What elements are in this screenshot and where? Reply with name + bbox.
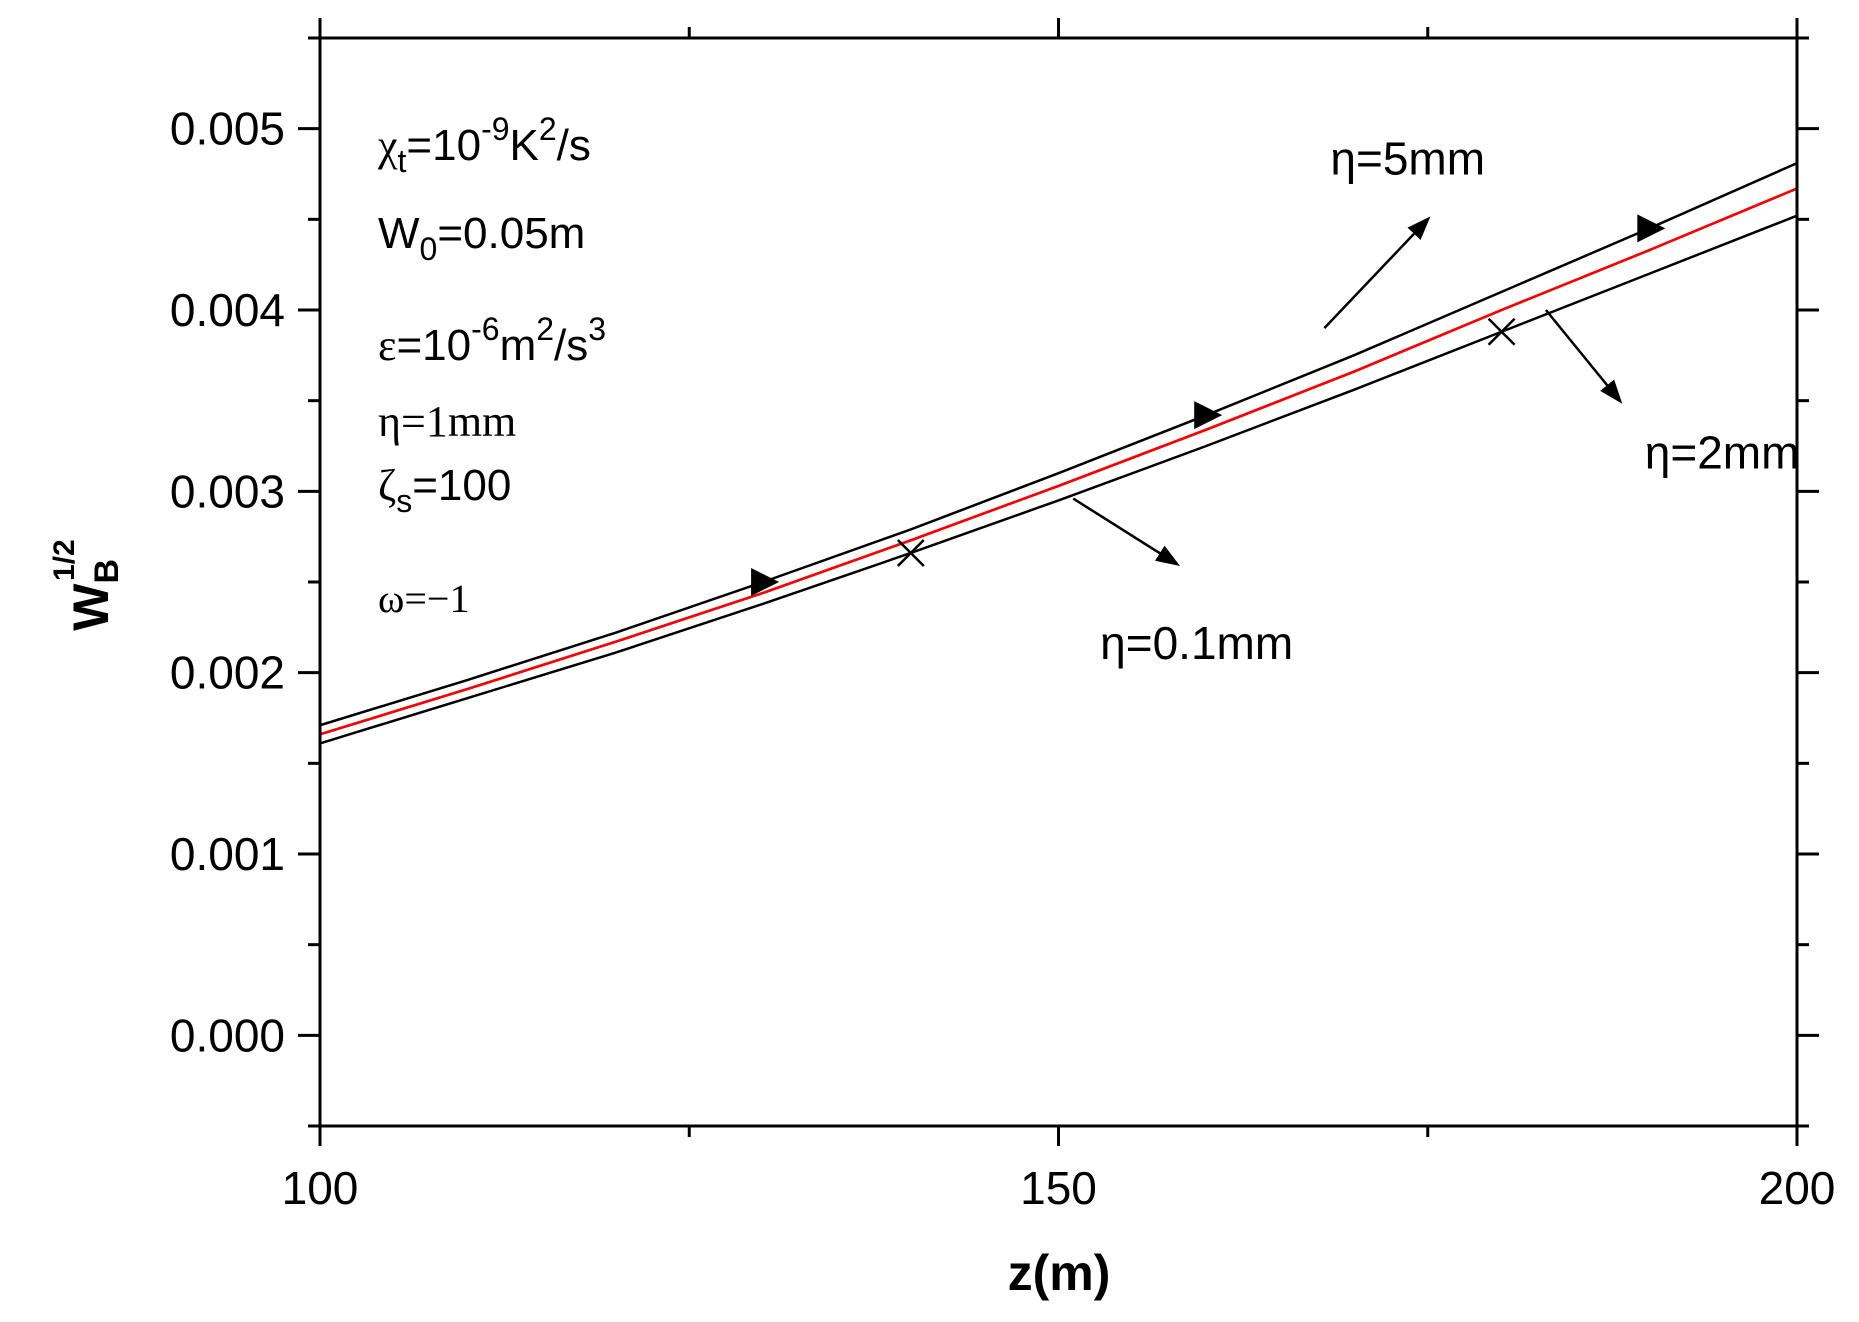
param-chi-tail: K — [510, 121, 539, 170]
param-zeta-symbol: ζ — [378, 461, 396, 510]
series-layer — [319, 161, 1798, 745]
param-zeta-sub: s — [396, 483, 412, 519]
annotation-layer: η=5mm η=2mm η=0.1mm — [1072, 132, 1800, 669]
annotation-label: η=5mm — [1330, 132, 1485, 184]
y-tick-label: 0.000 — [170, 1009, 285, 1061]
tick-label-layer: 100 150 200 0.000 0.001 0.002 0.003 0.004 0.005 — [170, 103, 1836, 1214]
annotation-arrow — [1323, 216, 1431, 329]
y-axis-label-base: W — [63, 583, 119, 631]
param-chi: χt=10-9K2/s — [377, 111, 591, 179]
y-tick-label: 0.001 — [170, 828, 285, 880]
param-epsilon-sup2: 2 — [536, 311, 554, 347]
series-line — [319, 187, 1798, 736]
y-tick-label: 0.004 — [170, 284, 285, 336]
param-zeta-text: =100 — [412, 461, 511, 510]
param-eta: η=1mm — [378, 397, 516, 446]
x-tick-label: 200 — [1759, 1162, 1836, 1214]
parameter-box: χt=10-9K2/s W0=0.05m ε=10-6m2/s3 η=1mm ζ… — [377, 111, 606, 621]
cross-marker — [896, 539, 925, 567]
triangle-marker — [1194, 401, 1223, 430]
param-eta-text: =1mm — [401, 397, 516, 446]
param-epsilon-symbol: ε — [378, 321, 396, 370]
x-axis-label: z(m) — [1008, 1245, 1111, 1301]
param-omega: ω=−1 — [378, 576, 469, 621]
plot-frame — [318, 36, 1799, 1128]
param-epsilon-sup: -6 — [471, 311, 499, 347]
annotation-arrow — [1544, 309, 1623, 404]
annotation-label: η=2mm — [1645, 427, 1800, 479]
triangle-marker — [1637, 214, 1666, 243]
param-w0-sub: 0 — [420, 231, 438, 267]
param-epsilon-text: =10 — [396, 321, 471, 370]
y-axis-label-sub: B — [88, 559, 126, 584]
param-epsilon-tail: m — [500, 321, 537, 370]
y-axis-label: WB 1/2 — [48, 539, 126, 630]
param-chi-symbol: χ — [377, 121, 398, 170]
y-tick-label: 0.005 — [170, 103, 285, 155]
param-w0: W0=0.05m — [378, 209, 585, 267]
series-line — [319, 214, 1798, 745]
x-tick-label: 150 — [1020, 1162, 1097, 1214]
param-chi-tail2: /s — [557, 121, 591, 170]
param-zeta: ζs=100 — [378, 461, 511, 519]
annotation-arrow — [1072, 497, 1181, 567]
annotation-label: η=0.1mm — [1100, 617, 1293, 669]
cross-marker — [1487, 317, 1516, 346]
param-epsilon-sup3: 3 — [588, 311, 606, 347]
tick-layer — [298, 18, 1819, 1146]
param-omega-text: =−1 — [404, 576, 469, 621]
y-axis-label-sup: 1/2 — [48, 539, 81, 581]
param-chi-sub: t — [398, 143, 407, 179]
param-eta-symbol: η — [378, 397, 401, 446]
series-line — [319, 187, 1798, 736]
param-w0-symbol: W — [378, 209, 420, 258]
param-chi-text: =10 — [406, 121, 481, 170]
param-epsilon: ε=10-6m2/s3 — [378, 311, 606, 370]
y-tick-label: 0.003 — [170, 465, 285, 517]
param-chi-sup: -9 — [481, 111, 509, 147]
param-epsilon-tail2: /s — [554, 321, 588, 370]
x-tick-label: 100 — [282, 1162, 359, 1214]
param-w0-text: =0.05m — [437, 209, 585, 258]
triangle-marker — [751, 568, 780, 596]
param-omega-symbol: ω — [378, 576, 404, 621]
series-line — [319, 161, 1798, 727]
param-chi-sup2: 2 — [539, 111, 557, 147]
marker-layer — [751, 214, 1666, 596]
y-tick-label: 0.002 — [170, 647, 285, 699]
